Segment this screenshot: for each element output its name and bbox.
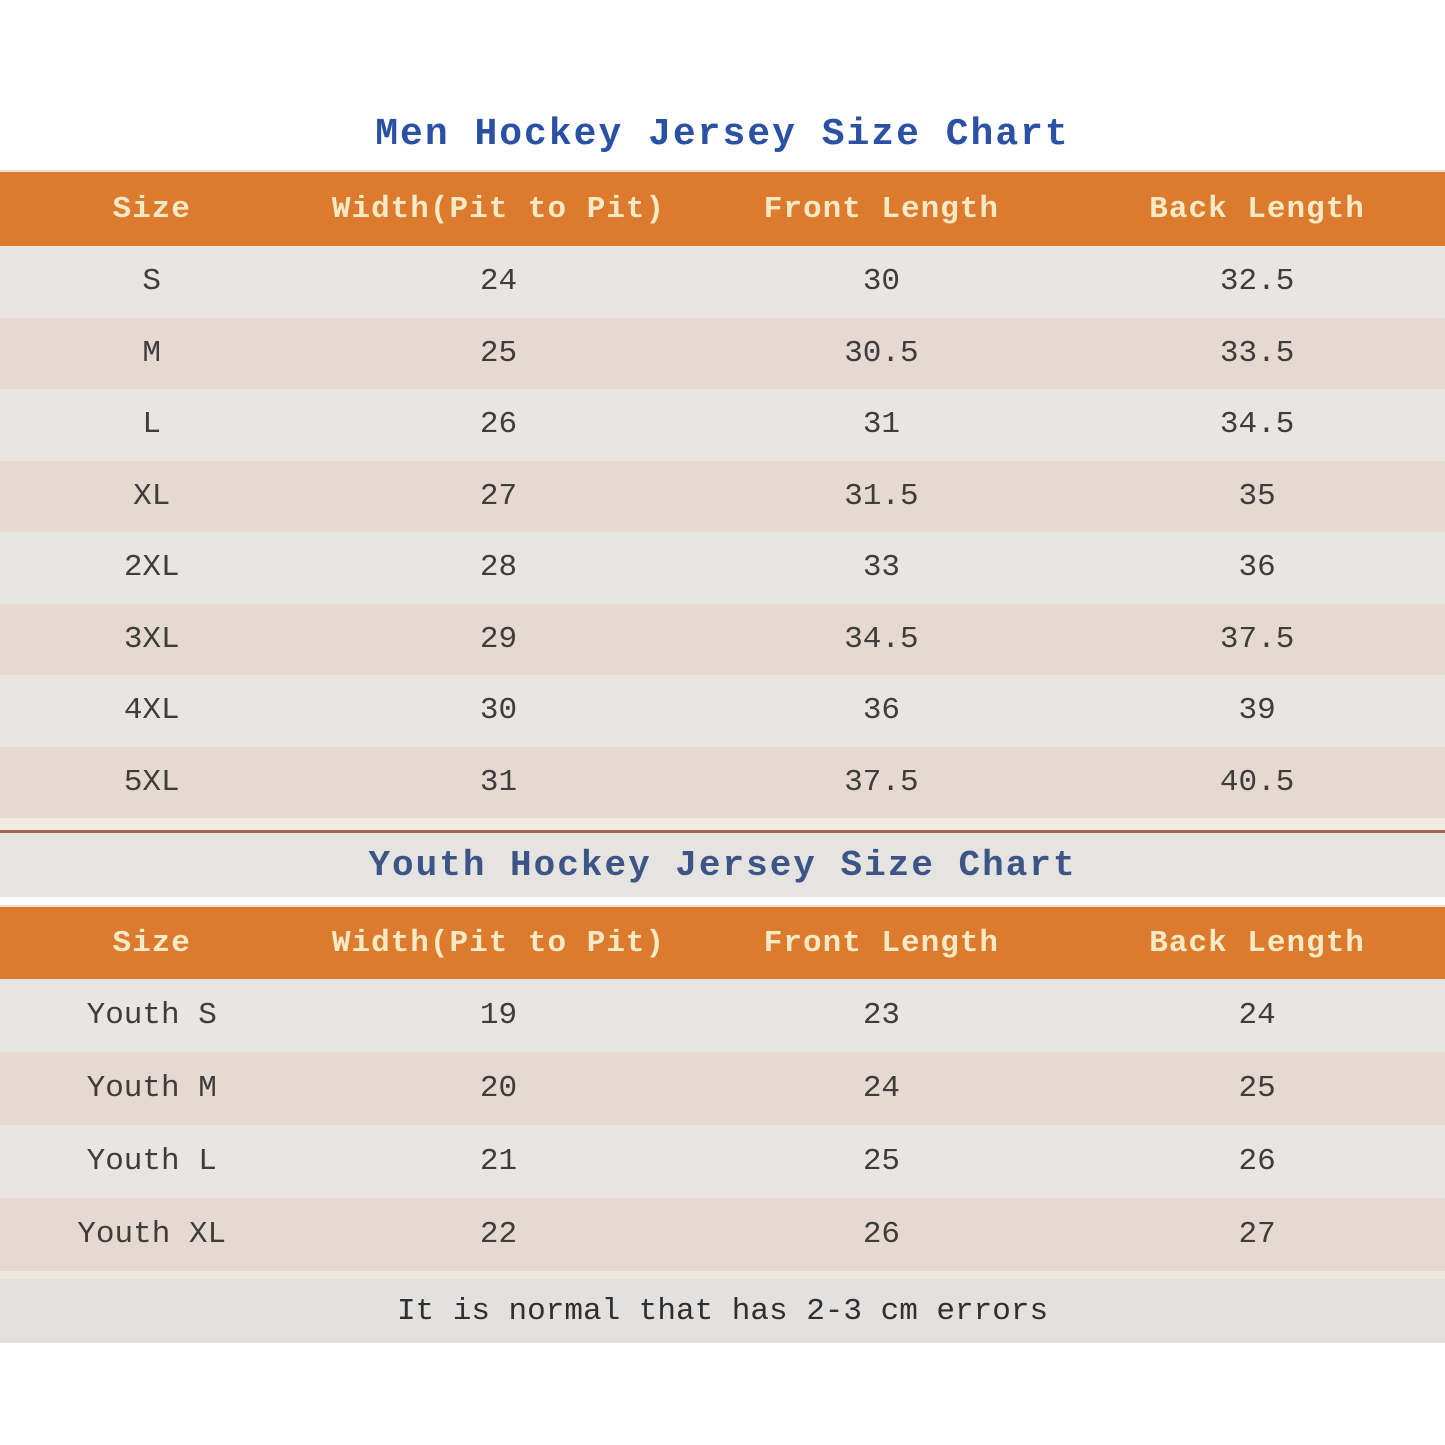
table-row: Youth XL 22 26 27 [0,1198,1445,1271]
men-table-body: S 24 30 32.5 M 25 30.5 33.5 L 26 31 34.5 XL 27 31.5 35 2… [0,246,1445,818]
table-cell: 21 [479,1144,518,1179]
table-row: L 26 31 34.5 [0,389,1445,461]
table-cell: L [142,407,162,443]
table-cell: 2XL [123,550,180,586]
column-header: Width(Pit to Pit) [331,191,666,227]
table-cell: Youth XL [77,1217,227,1252]
table-cell: 25 [1238,1071,1276,1106]
table-cell: S [142,264,162,300]
table-row: Youth S 19 23 24 [0,979,1445,1052]
table-cell: 35 [1238,478,1276,514]
table-cell: 26 [1238,1144,1276,1179]
men-chart-title: Men Hockey Jersey Size Chart [375,113,1070,156]
table-cell: 29 [479,621,518,657]
table-cell: 25 [479,335,518,371]
table-cell: 22 [479,1217,518,1252]
table-cell: 37.5 [844,764,919,800]
table-cell: 26 [479,407,518,443]
youth-title-band: Youth Hockey Jersey Size Chart [0,833,1445,897]
table-cell: 30.5 [844,335,919,371]
pre-note-strip [0,1271,1445,1279]
column-header: Back Length [1149,925,1365,961]
table-cell: 31 [479,764,518,800]
table-cell: 31.5 [844,478,919,514]
table-cell: 39 [1238,693,1276,729]
table-cell: 31 [862,407,901,443]
table-cell: 33.5 [1219,335,1295,371]
gap [0,897,1445,905]
table-cell: XL [133,478,171,514]
column-header: Size [112,925,191,961]
youth-table-header-row: Size Width(Pit to Pit) Front Length Back Le… [0,905,1445,979]
table-cell: 19 [479,998,518,1033]
table-cell: 28 [479,550,518,586]
table-row: Youth L 21 25 26 [0,1125,1445,1198]
table-cell: 34.5 [1219,407,1295,443]
table-row: Youth M 20 24 25 [0,1052,1445,1125]
table-cell: 25 [862,1144,901,1179]
column-header: Width(Pit to Pit) [331,925,666,961]
youth-chart-title: Youth Hockey Jersey Size Chart [368,844,1077,886]
table-cell: 24 [862,1071,901,1106]
table-cell: 32.5 [1219,264,1295,300]
column-header: Front Length [763,191,1000,227]
table-cell: M [142,335,162,371]
table-cell: 36 [862,693,901,729]
table-cell: 26 [862,1217,901,1252]
table-cell: 34.5 [844,621,919,657]
table-cell: 33 [862,550,901,586]
table-cell: 5XL [123,764,180,800]
table-cell: 36 [1238,550,1276,586]
table-cell: 37.5 [1219,621,1295,657]
table-row: 2XL 28 33 36 [0,532,1445,604]
table-cell: 27 [479,478,518,514]
note-band: It is normal that has 2-3 cm errors [0,1279,1445,1343]
column-header: Front Length [763,925,1000,961]
table-row: 3XL 29 34.5 37.5 [0,603,1445,675]
column-header: Size [112,191,191,227]
table-cell: 20 [479,1071,518,1106]
table-row: S 24 30 32.5 [0,246,1445,318]
table-cell: 40.5 [1219,764,1295,800]
bottom-whitespace [0,1343,1445,1445]
table-cell: Youth L [86,1144,217,1179]
table-cell: 27 [1238,1217,1276,1252]
table-cell: 24 [479,264,518,300]
youth-table-body: Youth S 19 23 24 Youth M 20 24 25 Youth L 21 25 26 Y… [0,979,1445,1271]
table-row: XL 27 31.5 35 [0,460,1445,532]
table-cell: Youth M [86,1071,217,1106]
table-row: M 25 30.5 33.5 [0,317,1445,389]
table-cell: 24 [1238,998,1276,1033]
tolerance-note: It is normal that has 2-3 cm errors [396,1293,1049,1329]
men-title-band: Men Hockey Jersey Size Chart [0,0,1445,170]
column-header: Back Length [1149,191,1365,227]
table-cell: 23 [862,998,901,1033]
table-cell: 30 [862,264,901,300]
men-table-header-row: Size Width(Pit to Pit) Front Length Back Le… [0,170,1445,246]
table-row: 5XL 31 37.5 40.5 [0,746,1445,818]
table-cell: 30 [479,693,518,729]
table-divider [0,818,1445,833]
table-cell: Youth S [86,998,217,1033]
table-cell: 4XL [123,693,180,729]
table-row: 4XL 30 36 39 [0,675,1445,747]
table-cell: 3XL [123,621,180,657]
